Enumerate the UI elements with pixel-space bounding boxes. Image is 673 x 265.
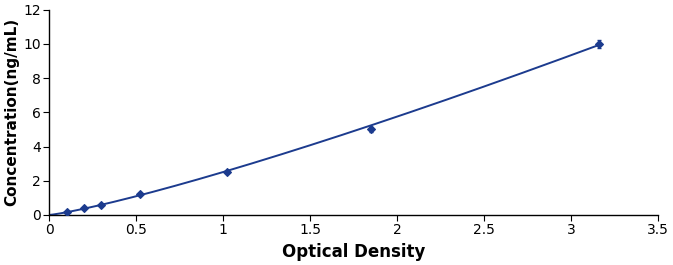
Y-axis label: Concentration(ng/mL): Concentration(ng/mL) [4,18,19,206]
X-axis label: Optical Density: Optical Density [282,243,425,261]
